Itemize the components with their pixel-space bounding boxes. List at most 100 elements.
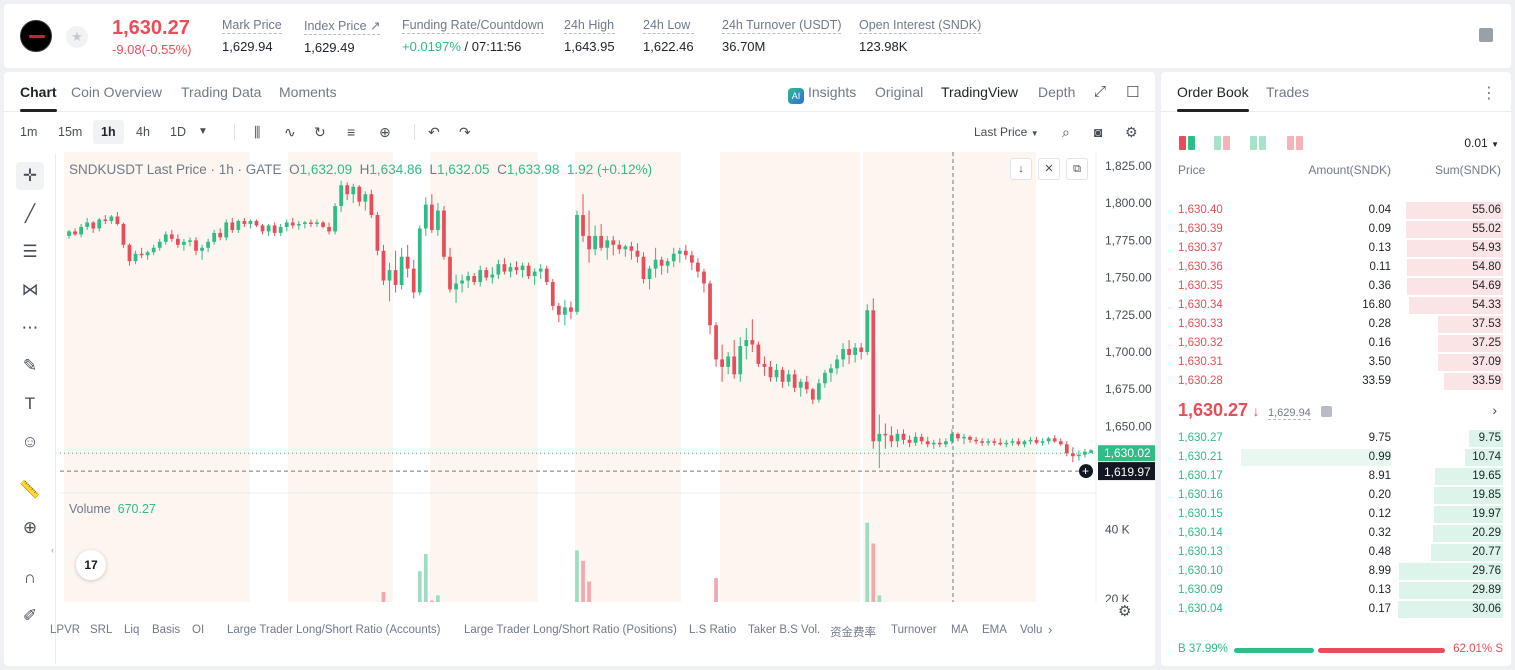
tab-moments[interactable]: Moments bbox=[279, 84, 337, 100]
timeframe-1m[interactable]: 1m bbox=[20, 125, 38, 139]
bid-row[interactable]: 1,630.17 8.91 19.65 bbox=[1161, 467, 1511, 486]
fib-icon[interactable]: ⋯ bbox=[21, 318, 39, 337]
ask-row[interactable]: 1,630.35 0.36 54.69 bbox=[1161, 277, 1511, 296]
indicator-liq[interactable]: Liq bbox=[124, 624, 140, 636]
indicator-funding-rate[interactable]: 资金费率 bbox=[830, 627, 876, 639]
expand-icon[interactable]: ⤢ bbox=[1094, 83, 1107, 100]
indicator-turnover[interactable]: Turnover bbox=[891, 624, 937, 636]
view-split-icon[interactable] bbox=[1214, 136, 1230, 150]
ask-row[interactable]: 1,630.32 0.16 37.25 bbox=[1161, 334, 1511, 353]
bid-row[interactable]: 1,630.14 0.32 20.29 bbox=[1161, 524, 1511, 543]
candlestick-chart[interactable]: 1,825.00 1,800.00 1,775.00 1,750.00 1,725.00… bbox=[60, 152, 1155, 602]
gear-icon[interactable]: ⚙ bbox=[1125, 124, 1138, 140]
horizontal-lines-icon[interactable]: ☰ bbox=[22, 242, 38, 261]
collapse-icon[interactable]: ✕ bbox=[1038, 158, 1060, 180]
ask-row[interactable]: 1,630.36 0.11 54.80 bbox=[1161, 258, 1511, 277]
view-bids-icon[interactable] bbox=[1250, 136, 1266, 150]
ask-row[interactable]: 1,630.39 0.09 55.02 bbox=[1161, 220, 1511, 239]
candle bbox=[321, 222, 325, 227]
fullscreen-icon[interactable]: ⧉ bbox=[1066, 158, 1088, 180]
chevron-down-icon[interactable]: ▼ bbox=[198, 126, 208, 137]
view-both-icon[interactable] bbox=[1179, 136, 1195, 150]
chevron-right-icon[interactable]: › bbox=[1492, 402, 1497, 418]
tab-trades[interactable]: Trades bbox=[1266, 84, 1310, 100]
timeframe-1h[interactable]: 1h bbox=[93, 120, 124, 144]
undo-icon[interactable]: ↶ bbox=[428, 124, 440, 140]
bid-row[interactable]: 1,630.15 0.12 19.97 bbox=[1161, 505, 1511, 524]
more-icon[interactable]: ⋮ bbox=[1481, 85, 1497, 102]
redo-icon[interactable]: ↷ bbox=[459, 124, 471, 140]
settings-icon[interactable]: ⚙ bbox=[1118, 603, 1132, 620]
zoom-in-icon[interactable]: ⊕ bbox=[22, 518, 38, 537]
chevron-right-icon[interactable]: › bbox=[1048, 622, 1053, 637]
indicator-ma[interactable]: MA bbox=[951, 624, 969, 636]
view-asks-icon[interactable] bbox=[1287, 136, 1303, 150]
magnet-icon[interactable]: ∩ bbox=[23, 568, 37, 587]
tab-chart[interactable]: Chart bbox=[20, 84, 57, 112]
bid-row[interactable]: 1,630.16 0.20 19.85 bbox=[1161, 486, 1511, 505]
pencil-icon[interactable]: ✐ bbox=[22, 606, 38, 625]
ask-row[interactable]: 1,630.37 0.13 54.93 bbox=[1161, 239, 1511, 258]
favorite-star-icon[interactable]: ★ bbox=[66, 26, 88, 48]
indicator-oi[interactable]: OI bbox=[192, 624, 205, 636]
ask-row[interactable]: 1,630.28 33.59 33.59 bbox=[1161, 372, 1511, 391]
indicator-lpvr[interactable]: LPVR bbox=[50, 624, 81, 636]
bid-row[interactable]: 1,630.04 0.17 30.06 bbox=[1161, 600, 1511, 619]
notes-icon[interactable] bbox=[1479, 28, 1493, 42]
indicator-taker-vol[interactable]: Taker B.S Vol. bbox=[748, 624, 821, 636]
crosshair-icon[interactable]: ✛ bbox=[16, 162, 44, 190]
bid-row[interactable]: 1,630.09 0.13 29.89 bbox=[1161, 581, 1511, 600]
tab-original[interactable]: Original bbox=[875, 84, 924, 100]
text-icon[interactable]: T bbox=[24, 394, 36, 413]
chevron-left-icon[interactable]: ‹ bbox=[51, 545, 54, 555]
ask-row[interactable]: 1,630.40 0.04 55.06 bbox=[1161, 201, 1511, 220]
trend-line-icon[interactable]: ╱ bbox=[24, 204, 36, 223]
templates-icon[interactable]: ≡ bbox=[347, 124, 356, 140]
ask-row[interactable]: 1,630.31 3.50 37.09 bbox=[1161, 353, 1511, 372]
camera-icon[interactable]: ◙ bbox=[1094, 124, 1103, 140]
indicator-ls-ratio[interactable]: L.S Ratio bbox=[689, 624, 737, 636]
bid-row[interactable]: 1,630.13 0.48 20.77 bbox=[1161, 543, 1511, 562]
ask-row[interactable]: 1,630.33 0.28 37.53 bbox=[1161, 315, 1511, 334]
add-alert-icon[interactable]: ⊕ bbox=[379, 124, 391, 140]
tab-coin-overview[interactable]: Coin Overview bbox=[71, 84, 163, 100]
ruler-icon[interactable]: 📏 bbox=[19, 480, 41, 499]
brush-icon[interactable]: ✎ bbox=[22, 356, 38, 375]
ask-row[interactable]: 1,630.34 16.80 54.33 bbox=[1161, 296, 1511, 315]
search-icon[interactable]: ⌕ bbox=[1062, 124, 1070, 140]
tab-trading-data[interactable]: Trading Data bbox=[181, 84, 262, 100]
window-icon[interactable]: ☐ bbox=[1126, 84, 1140, 101]
candle bbox=[218, 232, 223, 238]
replay-icon[interactable]: ↻ bbox=[314, 124, 326, 140]
pattern-icon[interactable]: ⋈ bbox=[21, 280, 39, 299]
precision-select[interactable]: 0.01 ▼ bbox=[1464, 136, 1499, 150]
timeframe-4h[interactable]: 4h bbox=[136, 125, 150, 139]
bid-row[interactable]: 1,630.27 9.75 9.75 bbox=[1161, 429, 1511, 448]
timeframe-15m[interactable]: 15m bbox=[58, 125, 83, 139]
price-change: -9.08(-0.55%) bbox=[112, 42, 192, 57]
bid-row[interactable]: 1,630.10 8.99 29.76 bbox=[1161, 562, 1511, 581]
indicator-volume[interactable]: Volu bbox=[1020, 624, 1042, 636]
indicator-srl[interactable]: SRL bbox=[90, 624, 113, 636]
tab-insights[interactable]: AI Insights bbox=[788, 84, 856, 104]
depth-bar bbox=[1432, 525, 1503, 542]
indicator-lt-accounts[interactable]: Large Trader Long/Short Ratio (Accounts) bbox=[227, 624, 441, 636]
candle bbox=[901, 433, 906, 440]
indicator-ema[interactable]: EMA bbox=[982, 624, 1007, 636]
indicator-lt-positions[interactable]: Large Trader Long/Short Ratio (Positions… bbox=[464, 624, 677, 636]
timeframe-1d[interactable]: 1D bbox=[170, 125, 186, 139]
indicator-basis[interactable]: Basis bbox=[152, 624, 181, 636]
bid-row[interactable]: 1,630.21 0.99 10.74 bbox=[1161, 448, 1511, 467]
indicators-icon[interactable]: ∿ bbox=[284, 124, 296, 140]
candle bbox=[804, 381, 809, 390]
stat-index-price[interactable]: Index Price ↗ 1,629.49 bbox=[304, 19, 381, 55]
arrow-down-icon[interactable]: ↓ bbox=[1010, 158, 1032, 180]
tab-tradingview[interactable]: TradingView bbox=[941, 84, 1019, 100]
tab-depth[interactable]: Depth bbox=[1038, 84, 1076, 100]
ask-price: 1,630.37 bbox=[1178, 242, 1223, 254]
tradingview-logo[interactable]: 17 bbox=[76, 550, 106, 580]
candle-type-icon[interactable]: ⫼ bbox=[254, 124, 261, 140]
emoji-icon[interactable]: ☺ bbox=[21, 432, 39, 451]
price-source-select[interactable]: Last Price ▼ bbox=[974, 125, 1039, 139]
tab-order-book[interactable]: Order Book bbox=[1177, 84, 1249, 112]
